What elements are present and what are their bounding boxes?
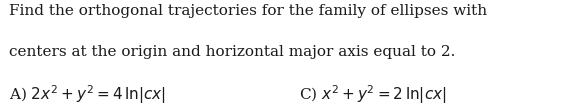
Text: centers at the origin and horizontal major axis equal to 2.: centers at the origin and horizontal maj… — [9, 45, 455, 59]
Text: C) $x^2 + y^2 = 2\,\ln|cx|$: C) $x^2 + y^2 = 2\,\ln|cx|$ — [299, 83, 447, 106]
Text: Find the orthogonal trajectories for the family of ellipses with: Find the orthogonal trajectories for the… — [9, 4, 487, 18]
Text: A) $2x^2 + y^2 = 4\,\ln|cx|$: A) $2x^2 + y^2 = 4\,\ln|cx|$ — [9, 83, 166, 106]
